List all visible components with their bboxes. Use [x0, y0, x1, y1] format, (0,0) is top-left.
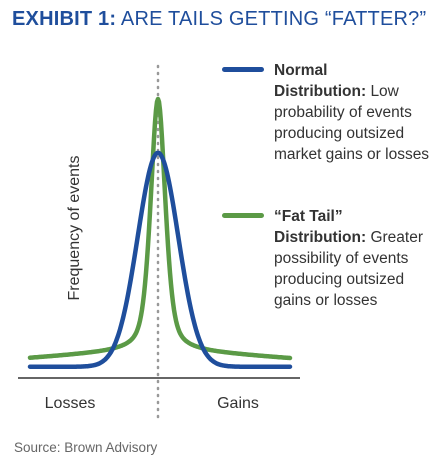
- series-line-fat-tail: [27, 96, 293, 361]
- x-category-losses: Losses: [45, 395, 96, 412]
- legend-item-fat-tail: “Fat Tail” Distribution: Greater possibi…: [222, 206, 444, 311]
- legend-desc-fat-tail: Greater possibility of events producing …: [274, 229, 423, 309]
- legend-name-normal: Normal: [274, 62, 328, 79]
- legend-item-normal: Normal Distribution: Low probability of …: [222, 60, 444, 165]
- chart-title: EXHIBIT 1: ARE TAILS GETTING “FATTER?”: [12, 8, 426, 31]
- legend-desc-normal: Low probability of events producing outs…: [274, 83, 430, 163]
- series-line-normal: [27, 150, 293, 369]
- title-prefix: EXHIBIT 1:: [12, 8, 117, 30]
- title-main: ARE TAILS GETTING “FATTER?”: [120, 8, 427, 30]
- legend-lead-fat-tail: Distribution:: [274, 229, 367, 246]
- x-category-gains: Gains: [217, 395, 259, 412]
- y-axis-label: Frequency of events: [66, 156, 83, 301]
- legend-swatch-fat-tail: [222, 213, 264, 218]
- legend-lead-normal: Distribution:: [274, 83, 367, 100]
- legend-name-fat-tail: “Fat Tail”: [274, 208, 343, 225]
- legend-swatch-normal: [222, 67, 264, 72]
- source-note: Source: Brown Advisory: [14, 440, 158, 455]
